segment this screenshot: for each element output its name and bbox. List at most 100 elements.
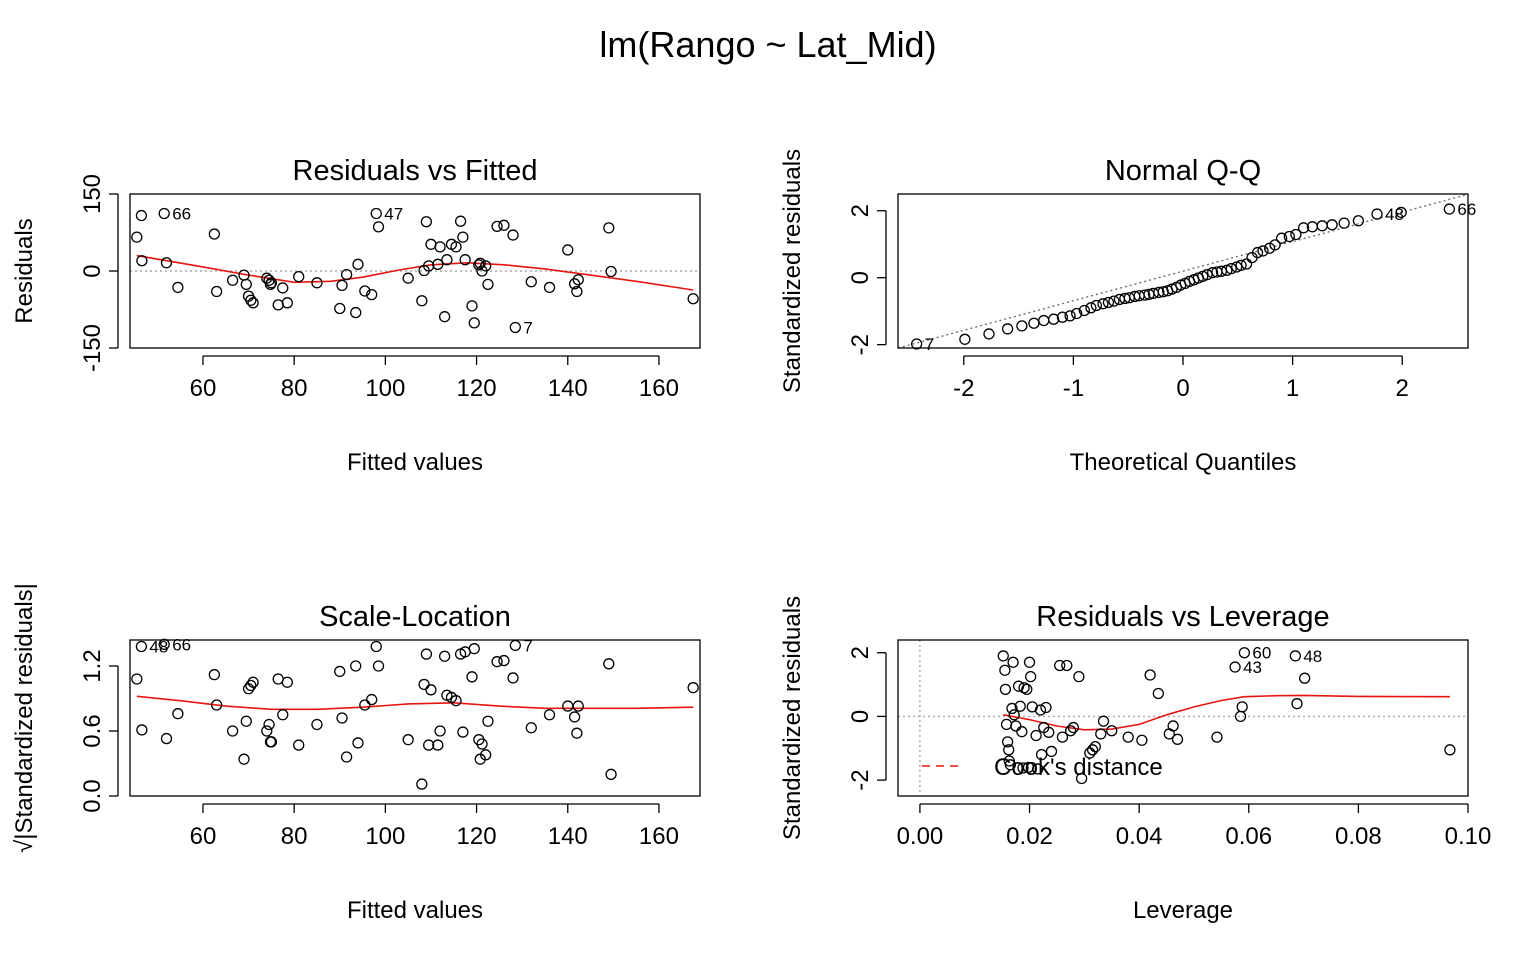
data-point [336,712,348,724]
data-point [240,278,252,290]
data-point [1167,720,1179,732]
data-point [571,285,583,298]
data-point [425,684,437,696]
data-point [1004,759,1017,771]
data-point [352,737,364,749]
x-tick-label: 0 [1176,375,1189,402]
x-tick-label: 60 [190,823,217,850]
panel-title: Scale-Location [319,601,511,633]
data-point [1007,656,1019,668]
y-axis-title: Residuals [11,218,38,323]
data-point [281,297,293,309]
panel-2: 7 48 66 -2 -1 0 1 2 -2 0 2 Normal Q-Q Theoretical Qu… [779,149,1476,476]
data-point [1040,701,1052,714]
data-point [277,282,289,294]
plot-frame [129,639,701,797]
data-point [240,715,252,727]
x-tick-label: 1 [1286,375,1299,402]
data-point [687,682,699,694]
data-point [473,259,485,271]
data-point [572,274,584,286]
data-point [1276,232,1288,244]
data-point [999,683,1012,695]
data-point [507,672,519,684]
data-point [959,333,971,345]
data-point [245,294,257,306]
data-point [1006,702,1018,715]
data-point [340,751,353,763]
panel-3: 48 66 7 60 80 100 120 140 160 0.0 0.6 1.2 Scale-Loca… [11,583,701,924]
point-label: 7 [523,318,532,337]
data-point [210,699,223,711]
data-point [277,709,289,721]
data-point [450,695,462,707]
qq-reference-line [897,193,1469,349]
x-tick-label: 0.00 [897,823,944,850]
data-point [498,219,510,231]
data-point [1024,670,1037,683]
data-point [1263,242,1276,254]
y-tick-label: -2 [847,769,874,790]
data-point [1136,734,1148,746]
data-point [603,658,615,670]
data-point [454,215,467,227]
data-point [1095,728,1107,740]
data-point [468,317,480,329]
data-point [340,268,353,281]
panel-title: Residuals vs Leverage [1036,601,1329,633]
x-tick-label: -2 [953,375,974,402]
y-tick-label: -2 [847,334,874,355]
data-point [265,277,278,289]
data-point [311,277,323,289]
data-point [263,718,275,731]
data-point [261,725,273,737]
point-label: 66 [172,635,191,654]
data-point [434,241,446,253]
y-axis-title: Standardized residuals [779,149,806,393]
data-point [1225,263,1237,275]
x-tick-label: 0.10 [1445,823,1492,850]
data-point [1089,741,1101,753]
x-axis-title: Leverage [1133,897,1233,924]
data-point [525,722,537,734]
data-point [1229,661,1241,673]
data-point [432,739,444,751]
data-point [1236,701,1248,713]
data-point [1056,731,1069,743]
data-point [131,673,143,685]
data-point [1067,721,1080,734]
point-label: 60 [1252,644,1271,663]
data-point [432,258,444,270]
data-point [1443,203,1456,215]
data-point [420,216,433,228]
x-axis-title: Fitted values [347,449,483,476]
data-point [1085,302,1097,314]
point-label: 7 [523,636,532,655]
data-point [272,299,284,311]
data-point [1371,208,1383,220]
data-point [1395,206,1407,219]
data-point [1017,762,1029,774]
data-point [997,650,1009,662]
data-point [1097,715,1110,727]
data-point [568,278,581,290]
data-point [281,676,293,688]
data-point [605,768,617,780]
data-point [1291,698,1303,710]
data-point [334,302,346,315]
data-point [438,650,451,662]
data-point [226,274,239,286]
data-point [172,708,184,720]
data-point [1001,323,1014,335]
data-point [1064,310,1076,322]
y-tick-label: 150 [79,174,106,214]
data-point [293,739,305,751]
data-point [1144,669,1156,681]
y-tick-label: 0 [847,710,874,723]
y-tick-label: 0.6 [79,714,106,747]
data-point [450,241,462,253]
y-tick-label: 0.0 [79,779,106,812]
data-point [1001,736,1014,748]
data-point [158,638,170,650]
